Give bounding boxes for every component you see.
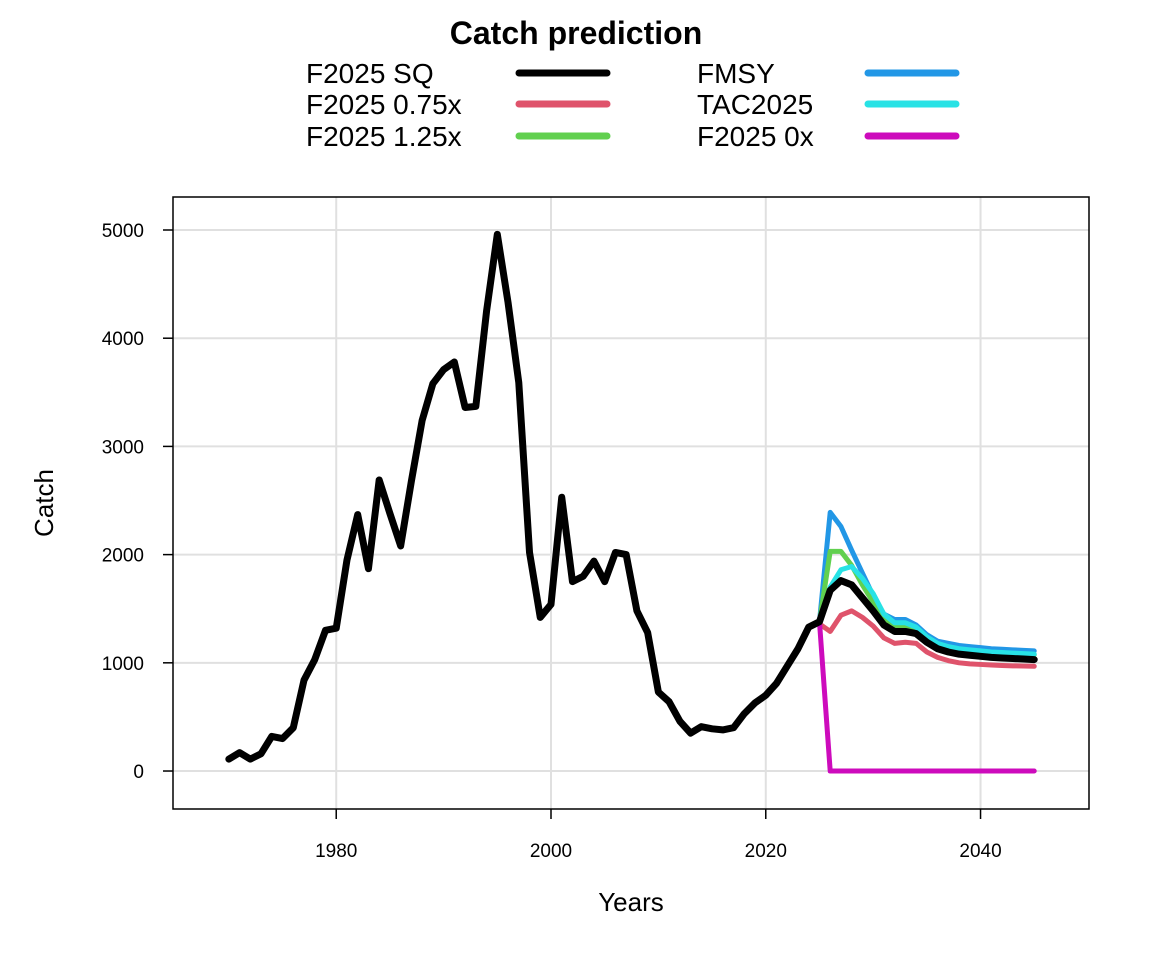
series-lines	[225, 230, 1038, 774]
y-axis-label: Catch	[29, 469, 59, 537]
legend-item: F2025 0x	[697, 121, 960, 152]
legend-label: F2025 0x	[697, 121, 814, 152]
y-tick-label: 0	[133, 762, 144, 783]
y-tick-label: 4000	[102, 329, 144, 350]
legend-label: F2025 1.25x	[306, 121, 462, 152]
legend-item: TAC2025	[697, 89, 960, 120]
y-tick-label: 2000	[102, 546, 144, 567]
y-tick-label: 3000	[102, 437, 144, 458]
plot-frame	[172, 196, 1090, 810]
chart-title: Catch prediction	[450, 15, 702, 51]
series-line-f2025-sq	[225, 230, 1038, 763]
series-line-tac2025	[816, 564, 1037, 657]
legend-label: F2025 SQ	[306, 58, 434, 89]
x-tick-label: 1980	[315, 841, 357, 862]
legend-item: F2025 1.25x	[306, 121, 611, 152]
x-tick-label: 2020	[745, 841, 787, 862]
x-tick-label: 2040	[959, 841, 1001, 862]
legend-label: TAC2025	[697, 89, 813, 120]
legend-item: F2025 0.75x	[306, 89, 611, 120]
y-tick-label: 5000	[102, 221, 144, 242]
legend-item: F2025 SQ	[306, 58, 611, 89]
x-axis-label: Years	[598, 887, 664, 917]
legend-item: FMSY	[697, 58, 960, 89]
legend-label: F2025 0.75x	[306, 89, 462, 120]
series-line-f2025-0x	[816, 619, 1037, 774]
x-tick-label: 2000	[530, 841, 572, 862]
grid	[173, 197, 1089, 809]
y-axis: 0 1000 2000 3000 4000 5000	[102, 221, 173, 783]
x-axis: 1980 2000 2020 2040	[315, 809, 1002, 862]
legend-label: FMSY	[697, 58, 775, 89]
y-tick-label: 1000	[102, 654, 144, 675]
series-line-f2025-0-75x	[816, 608, 1037, 669]
